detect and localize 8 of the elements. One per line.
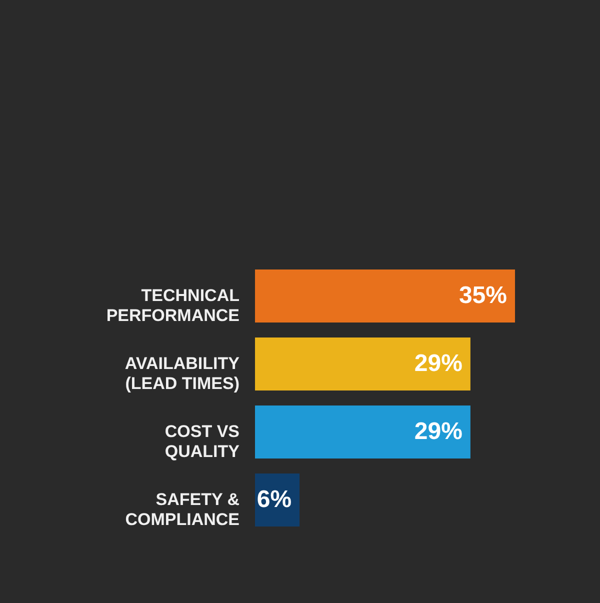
data-label: 35%: [458, 282, 507, 309]
data-label: 29%: [414, 350, 462, 377]
y-tick-label: TECHNICAL PERFORMANCE: [106, 286, 240, 325]
y-tick-label: AVAILABILITY (LEAD TIMES): [124, 354, 240, 393]
data-label: 29%: [414, 418, 462, 445]
y-tick-label: COST VS QUALITY: [164, 422, 240, 461]
data-label: 6%: [256, 486, 292, 513]
y-tick-label: SAFETY & COMPLIANCE: [125, 490, 240, 529]
